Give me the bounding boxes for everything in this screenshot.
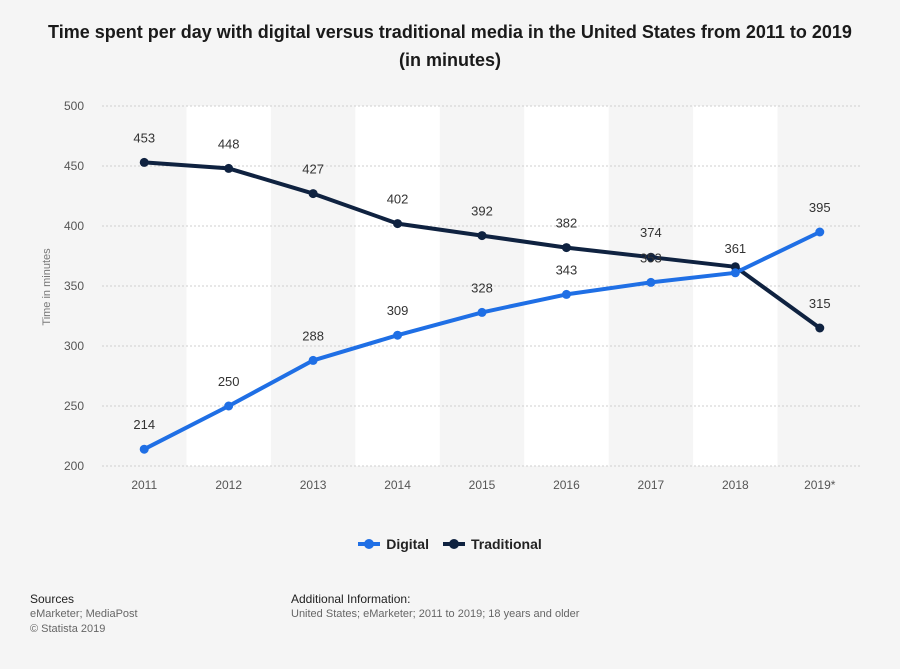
x-tick-label: 2019* bbox=[804, 478, 836, 492]
y-tick-label: 500 bbox=[64, 99, 84, 113]
y-tick-label: 400 bbox=[64, 219, 84, 233]
data-label-digital: 361 bbox=[724, 241, 746, 256]
legend-swatch-digital bbox=[358, 539, 381, 549]
data-label-digital: 309 bbox=[387, 303, 409, 318]
data-point-digital[interactable] bbox=[477, 307, 487, 317]
x-axis-ticks: 2011 2012 2013 2014 2015 2016 2017 2018 2019* bbox=[131, 478, 835, 492]
data-point-digital[interactable] bbox=[308, 355, 318, 365]
data-point-digital[interactable] bbox=[139, 444, 149, 454]
data-label-traditional: 448 bbox=[218, 136, 240, 151]
data-label-traditional: 402 bbox=[387, 192, 409, 207]
legend-label-traditional: Traditional bbox=[470, 536, 542, 552]
additional-info-heading: Additional Information: bbox=[291, 592, 411, 606]
data-label-traditional: 374 bbox=[640, 225, 662, 240]
x-tick-label: 2013 bbox=[300, 478, 327, 492]
data-point-digital[interactable] bbox=[393, 330, 403, 340]
sources-heading: Sources bbox=[30, 592, 75, 606]
data-point-traditional[interactable] bbox=[139, 157, 149, 167]
additional-info-block: Additional Information: United States; e… bbox=[291, 592, 579, 622]
data-point-traditional[interactable] bbox=[393, 219, 403, 229]
data-label-traditional: 427 bbox=[302, 162, 324, 177]
data-point-digital[interactable] bbox=[224, 401, 234, 411]
data-point-traditional[interactable] bbox=[308, 189, 318, 199]
y-tick-label: 450 bbox=[64, 159, 84, 173]
data-point-digital[interactable] bbox=[730, 268, 740, 278]
data-label-digital: 395 bbox=[809, 200, 831, 215]
data-label-digital: 353 bbox=[640, 250, 662, 265]
data-point-traditional[interactable] bbox=[477, 231, 487, 241]
data-label-traditional: 453 bbox=[133, 130, 155, 145]
data-label-digital: 288 bbox=[302, 328, 324, 343]
data-point-traditional[interactable] bbox=[815, 323, 825, 333]
data-point-traditional[interactable] bbox=[646, 252, 656, 262]
additional-info-text: United States; eMarketer; 2011 to 2019; … bbox=[291, 608, 580, 620]
data-point-traditional[interactable] bbox=[561, 243, 571, 253]
x-tick-label: 2015 bbox=[469, 478, 496, 492]
y-tick-label: 300 bbox=[64, 339, 84, 353]
gridlines bbox=[102, 105, 862, 467]
data-point-traditional[interactable] bbox=[224, 163, 234, 173]
y-axis-ticks: 200 250 300 350 400 450 500 bbox=[64, 99, 84, 473]
x-tick-label: 2018 bbox=[722, 478, 749, 492]
legend-item-digital[interactable]: Digital bbox=[358, 536, 429, 552]
data-label-digital: 250 bbox=[218, 374, 240, 389]
data-labels: 214 250 288 309 328 343 353 361 395 453 448 427 402 3… bbox=[133, 130, 830, 432]
data-label-digital: 328 bbox=[471, 280, 493, 295]
sources-block: Sources eMarketer; MediaPost © Statista … bbox=[30, 592, 138, 637]
copyright-line: © Statista 2019 bbox=[30, 623, 106, 635]
x-tick-label: 2017 bbox=[638, 478, 665, 492]
column-band bbox=[355, 106, 440, 466]
data-label-traditional: 382 bbox=[556, 216, 578, 231]
data-point-digital[interactable] bbox=[561, 289, 571, 299]
y-tick-label: 200 bbox=[64, 459, 84, 473]
x-tick-label: 2016 bbox=[553, 478, 580, 492]
y-axis-label: Time in minutes bbox=[41, 248, 53, 326]
data-point-digital[interactable] bbox=[815, 227, 825, 237]
legend-label-digital: Digital bbox=[386, 536, 429, 552]
y-tick-label: 350 bbox=[64, 279, 84, 293]
data-label-traditional: 392 bbox=[471, 204, 493, 219]
legend-item-traditional[interactable]: Traditional bbox=[442, 536, 542, 552]
data-point-digital[interactable] bbox=[646, 277, 656, 287]
series-points bbox=[139, 157, 825, 454]
data-label-traditional: 315 bbox=[809, 296, 831, 311]
sources-line[interactable]: eMarketer; MediaPost bbox=[30, 608, 138, 620]
x-tick-label: 2011 bbox=[131, 478, 157, 492]
legend-swatch-traditional bbox=[442, 539, 465, 549]
data-label-digital: 214 bbox=[133, 417, 155, 432]
x-tick-label: 2014 bbox=[384, 478, 411, 492]
chart-title: Time spent per day with digital versus t… bbox=[48, 22, 852, 70]
data-label-digital: 343 bbox=[556, 262, 578, 277]
legend: Digital Traditional bbox=[0, 536, 900, 552]
y-tick-label: 250 bbox=[64, 399, 84, 413]
x-tick-label: 2012 bbox=[215, 478, 242, 492]
